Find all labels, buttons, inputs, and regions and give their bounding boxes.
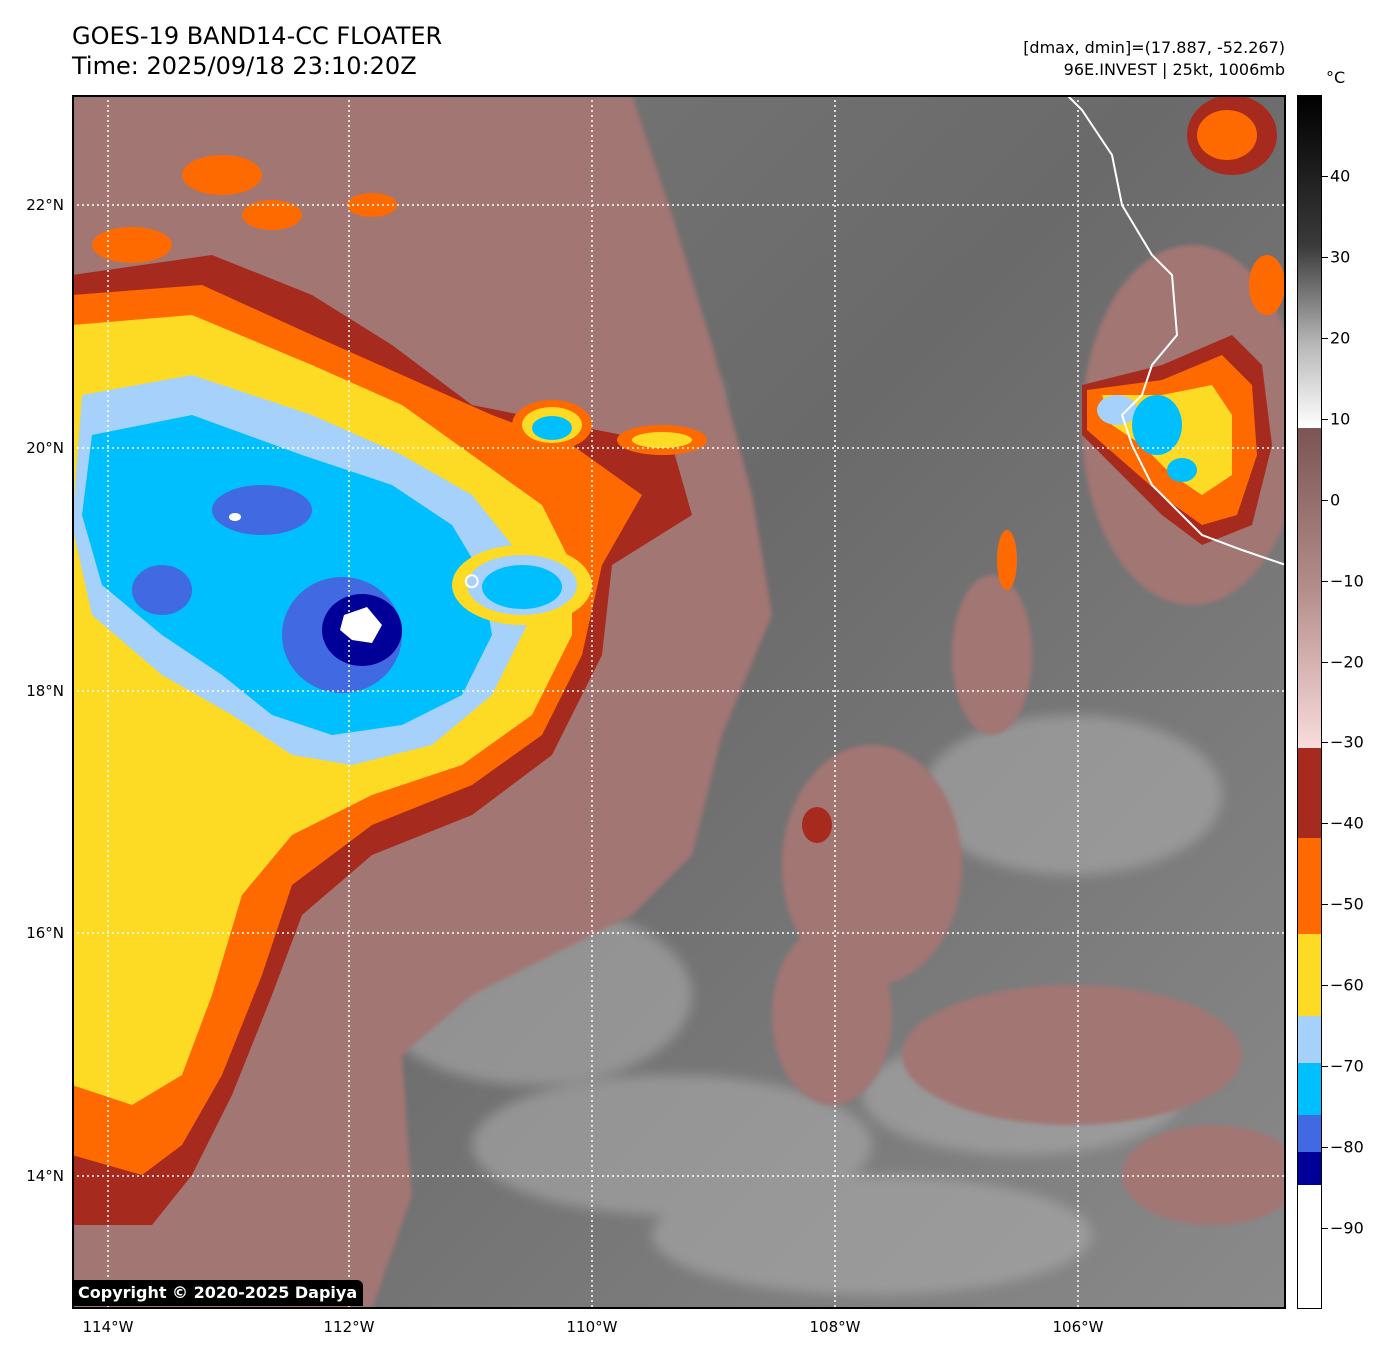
colorbar-tick bbox=[1322, 256, 1328, 258]
colorbar-tick bbox=[1322, 1147, 1328, 1149]
colorbar-tick bbox=[1322, 499, 1328, 501]
colorbar-tick bbox=[1322, 742, 1328, 744]
colorbar-tick bbox=[1322, 1066, 1328, 1068]
colorbar-tick-label: −80 bbox=[1330, 1137, 1364, 1157]
colorbar-tick-label: 40 bbox=[1330, 166, 1351, 186]
colorbar-tick-label: −70 bbox=[1330, 1056, 1364, 1076]
lat-label-16n: 16°N bbox=[26, 924, 64, 942]
lon-label-114w: 114°W bbox=[82, 1318, 134, 1336]
colorbar-tick bbox=[1322, 418, 1328, 420]
colorbar-tick-label: −30 bbox=[1330, 732, 1364, 752]
colorbar-tick bbox=[1322, 985, 1328, 987]
map-title: GOES-19 BAND14-CC FLOATER bbox=[72, 22, 443, 50]
lon-label-112w: 112°W bbox=[323, 1318, 375, 1336]
lat-label-22n: 22°N bbox=[26, 196, 64, 214]
colorbar-tick-label: −20 bbox=[1330, 652, 1364, 672]
colorbar-tick-label: −60 bbox=[1330, 975, 1364, 995]
colorbar-tick bbox=[1322, 337, 1328, 339]
colorbar-unit: °C bbox=[1326, 68, 1346, 87]
lat-label-20n: 20°N bbox=[26, 439, 64, 457]
copyright-label: Copyright © 2020-2025 Dapiya bbox=[72, 1280, 364, 1306]
colorbar-tick-label: 0 bbox=[1330, 490, 1341, 510]
colorbar-tick bbox=[1322, 175, 1328, 177]
lon-label-106w: 106°W bbox=[1052, 1318, 1104, 1336]
colorbar-tick-label: 20 bbox=[1330, 328, 1351, 348]
colorbar-tick-label: −50 bbox=[1330, 894, 1364, 914]
storm-center-circle bbox=[464, 574, 479, 589]
colorbar-tick-label: −10 bbox=[1330, 571, 1364, 591]
map-time: Time: 2025/09/18 23:10:20Z bbox=[72, 52, 417, 80]
colorbar-tick bbox=[1322, 1228, 1328, 1230]
satellite-map bbox=[72, 95, 1286, 1309]
colorbar bbox=[1297, 95, 1322, 1309]
colorbar-tick bbox=[1322, 580, 1328, 582]
satellite-image bbox=[72, 95, 1286, 1309]
lon-label-108w: 108°W bbox=[809, 1318, 861, 1336]
colorbar-tick-label: 30 bbox=[1330, 247, 1351, 267]
colorbar-tick-label: −40 bbox=[1330, 813, 1364, 833]
colorbar-gradient bbox=[1298, 96, 1321, 1308]
lat-label-18n: 18°N bbox=[26, 682, 64, 700]
colorbar-tick bbox=[1322, 904, 1328, 906]
lon-label-110w: 110°W bbox=[566, 1318, 618, 1336]
storm-center-marker bbox=[464, 574, 479, 589]
colorbar-tick bbox=[1322, 661, 1328, 663]
dmax-dmin-label: [dmax, dmin]=(17.887, -52.267) bbox=[1023, 38, 1285, 57]
colorbar-tick-label: −90 bbox=[1330, 1218, 1364, 1238]
lat-label-14n: 14°N bbox=[26, 1167, 64, 1185]
storm-info-label: 96E.INVEST | 25kt, 1006mb bbox=[1063, 60, 1285, 79]
colorbar-tick bbox=[1322, 823, 1328, 825]
colorbar-tick-label: 10 bbox=[1330, 409, 1351, 429]
